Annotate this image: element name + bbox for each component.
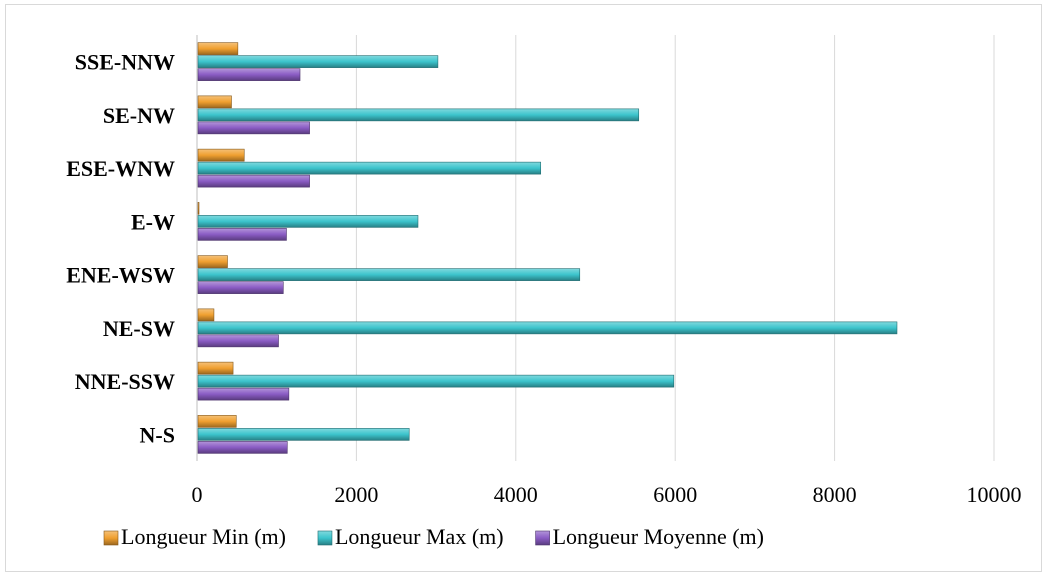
x-tick-label: 10000 bbox=[967, 482, 1022, 507]
bar-ene-wsw-series-0 bbox=[197, 255, 228, 268]
legend-label: Longueur Max (m) bbox=[335, 524, 504, 549]
x-tick-label: 2000 bbox=[334, 482, 378, 507]
bar-ene-wsw-series-2 bbox=[197, 281, 284, 294]
bar-e-w-series-0 bbox=[197, 202, 200, 215]
x-tick-label: 6000 bbox=[653, 482, 697, 507]
category-label: SE-NW bbox=[103, 103, 175, 128]
grid-layer bbox=[196, 35, 995, 461]
bar-e-w-series-2 bbox=[197, 228, 287, 241]
legend-swatch bbox=[535, 530, 550, 546]
x-tick-label: 4000 bbox=[494, 482, 538, 507]
bar-se-nw-series-1 bbox=[197, 108, 640, 122]
bar-ene-wsw-series-1 bbox=[197, 268, 581, 281]
chart-frame: N-S NNE-SSW NE-SW ENE-WSW E-W ESE-WNW SE-NW SSE… bbox=[5, 4, 1042, 572]
bar-ne-sw-series-2 bbox=[197, 334, 279, 348]
bar-e-w-series-1 bbox=[197, 215, 419, 228]
category-label: N-S bbox=[140, 422, 175, 447]
bar-se-nw-series-2 bbox=[197, 121, 310, 135]
category-label: NNE-SSW bbox=[75, 369, 175, 394]
bar-ese-wnw-series-2 bbox=[197, 174, 310, 188]
category-label: SSE-NNW bbox=[75, 50, 175, 75]
bar-nne-ssw-series-0 bbox=[197, 361, 234, 375]
bar-n-s-series-1 bbox=[197, 428, 410, 441]
bar-nne-ssw-series-2 bbox=[197, 387, 290, 401]
bar-layer bbox=[197, 42, 898, 454]
bar-n-s-series-2 bbox=[197, 441, 288, 454]
bar-ese-wnw-series-0 bbox=[197, 148, 245, 162]
bar-ne-sw-series-1 bbox=[197, 321, 898, 335]
x-tick-labels: 0 2000 4000 6000 8000 10000 bbox=[192, 482, 1022, 507]
legend-swatch bbox=[103, 530, 119, 546]
legend-label: Longueur Moyenne (m) bbox=[553, 524, 764, 549]
category-labels: N-S NNE-SSW NE-SW ENE-WSW E-W ESE-WNW SE-NW SSE… bbox=[66, 50, 175, 448]
bar-sse-nnw-series-1 bbox=[197, 55, 439, 68]
x-tick-label: 8000 bbox=[813, 482, 857, 507]
category-label: ENE-WSW bbox=[66, 263, 175, 288]
category-label: NE-SW bbox=[103, 316, 175, 341]
bar-ne-sw-series-0 bbox=[197, 308, 215, 322]
bar-ese-wnw-series-1 bbox=[197, 161, 542, 175]
bar-sse-nnw-series-0 bbox=[197, 42, 239, 55]
category-label: E-W bbox=[131, 209, 175, 234]
x-tick-label: 0 bbox=[192, 482, 203, 507]
legend-label: Longueur Min (m) bbox=[121, 524, 286, 549]
bar-chart: N-S NNE-SSW NE-SW ENE-WSW E-W ESE-WNW SE-NW SSE… bbox=[66, 35, 1022, 549]
legend: Longueur Min (m) Longueur Max (m) Longueur… bbox=[103, 524, 764, 549]
legend-swatch bbox=[317, 530, 333, 546]
bar-se-nw-series-0 bbox=[197, 95, 232, 109]
bar-nne-ssw-series-1 bbox=[197, 374, 675, 388]
category-label: ESE-WNW bbox=[66, 156, 175, 181]
bar-n-s-series-0 bbox=[197, 415, 237, 428]
bar-sse-nnw-series-2 bbox=[197, 68, 301, 81]
